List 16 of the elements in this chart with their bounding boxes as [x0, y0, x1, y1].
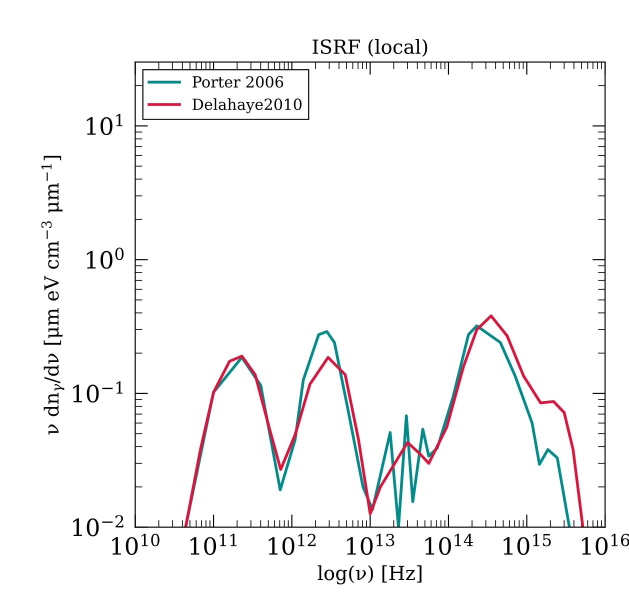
- y-tick-label: 10$^{0}$: [86, 248, 124, 269]
- legend-label: Delahaye2010: [192, 98, 302, 114]
- y-axis-title: ν dn$_{γ}$/dν [μm eV cm$^{−3}$ μm$^{−1}$]: [41, 156, 64, 434]
- x-tick-label: 10$^{14}$: [425, 534, 473, 555]
- x-axis-title: log(ν) [Hz]: [318, 565, 422, 584]
- x-tick-label: 10$^{11}$: [190, 534, 237, 555]
- legend-label: Porter 2006: [192, 76, 284, 88]
- y-tick-label: 10$^{1}$: [86, 114, 122, 136]
- x-tick-label: 10$^{10}$: [112, 534, 160, 555]
- x-tick-label: 10$^{12}$: [268, 534, 316, 555]
- x-tick-label: 10$^{16}$: [582, 534, 629, 555]
- x-tick-label: 10$^{13}$: [347, 534, 394, 555]
- y-tick-label: 10$^{−1}$: [73, 381, 123, 403]
- x-tick-label: 10$^{15}$: [504, 534, 551, 555]
- y-tick-label: 10$^{−2}$: [73, 515, 124, 536]
- chart-title: ISRF (local): [312, 38, 428, 57]
